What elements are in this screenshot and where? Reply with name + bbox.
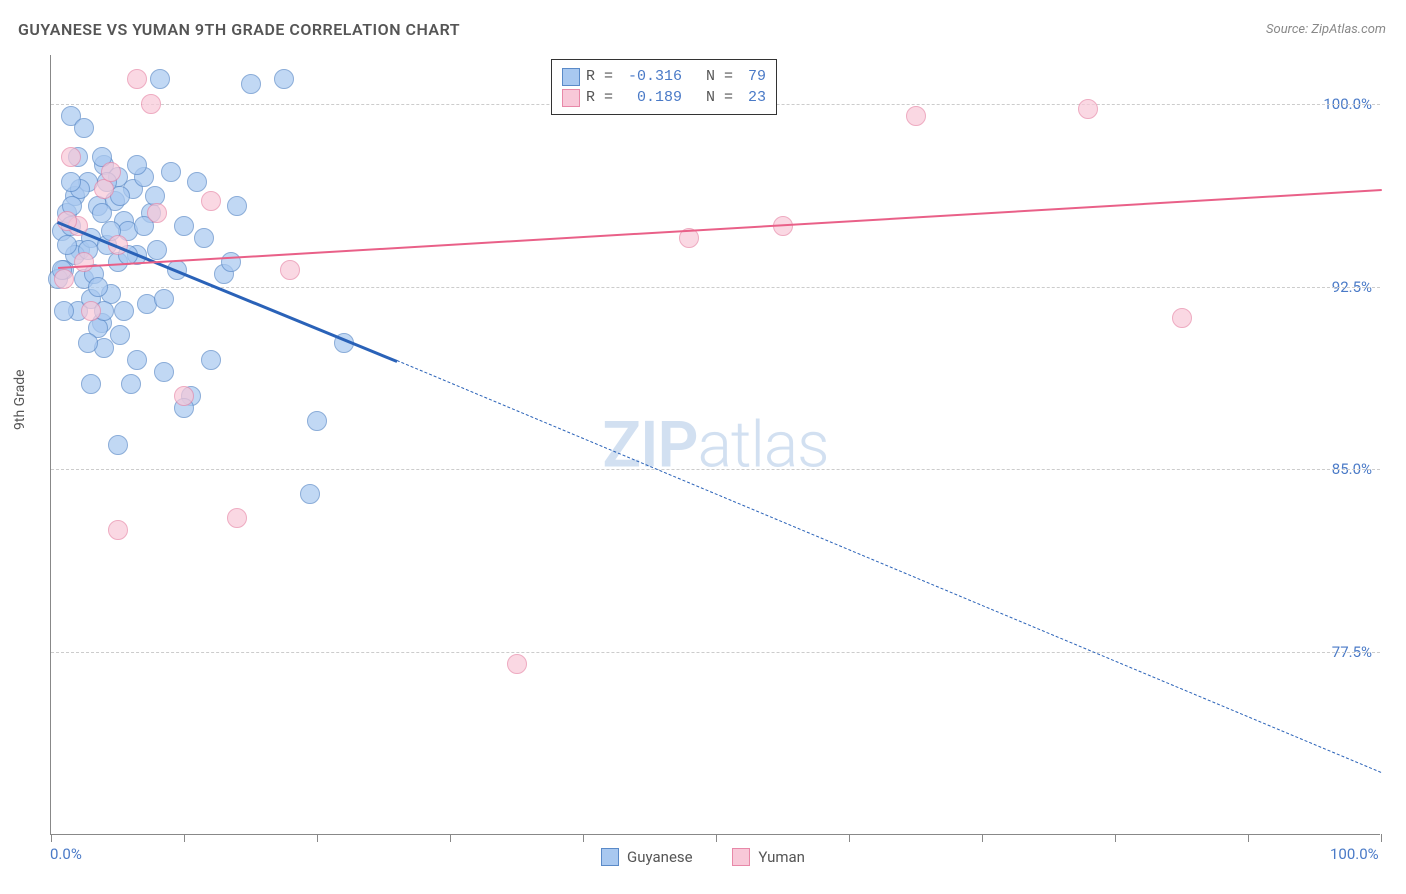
y-axis-label: 9th Grade — [12, 369, 28, 430]
trend-line-extrapolated — [396, 360, 1381, 773]
watermark: ZIPatlas — [602, 407, 828, 482]
legend-item-yuman: Yuman — [732, 848, 805, 866]
data-point-guyanese — [154, 289, 174, 309]
data-point-guyanese — [194, 228, 214, 248]
data-point-yuman — [280, 260, 300, 280]
data-point-guyanese — [307, 411, 327, 431]
data-point-guyanese — [81, 374, 101, 394]
x-tick — [51, 834, 52, 842]
plot-area: ZIPatlas R = -0.316 N = 79 R = 0.189 N =… — [50, 55, 1380, 835]
data-point-guyanese — [154, 362, 174, 382]
legend-stats-box: R = -0.316 N = 79 R = 0.189 N = 23 — [551, 59, 777, 115]
data-point-guyanese — [150, 69, 170, 89]
x-tick — [317, 834, 318, 842]
source-attribution: Source: ZipAtlas.com — [1266, 22, 1386, 37]
data-point-yuman — [141, 94, 161, 114]
data-point-yuman — [507, 654, 527, 674]
data-point-guyanese — [127, 155, 147, 175]
data-point-guyanese — [114, 301, 134, 321]
data-point-yuman — [1172, 308, 1192, 328]
data-point-guyanese — [147, 240, 167, 260]
swatch-yuman — [562, 89, 580, 107]
data-point-guyanese — [174, 216, 194, 236]
data-point-guyanese — [108, 435, 128, 455]
x-tick-label: 0.0% — [50, 845, 82, 894]
data-point-yuman — [61, 147, 81, 167]
data-point-guyanese — [274, 69, 294, 89]
gridline-h — [51, 652, 1380, 653]
data-point-yuman — [74, 252, 94, 272]
data-point-yuman — [227, 508, 247, 528]
data-point-yuman — [101, 162, 121, 182]
x-tick — [583, 834, 584, 842]
legend-item-guyanese: Guyanese — [601, 848, 693, 866]
data-point-guyanese — [121, 374, 141, 394]
legend-label: Yuman — [758, 848, 805, 866]
data-point-yuman — [108, 520, 128, 540]
data-point-guyanese — [61, 172, 81, 192]
gridline-h — [51, 469, 1380, 470]
x-tick — [716, 834, 717, 842]
data-point-guyanese — [57, 235, 77, 255]
data-point-yuman — [906, 106, 926, 126]
data-point-guyanese — [187, 172, 207, 192]
x-tick — [849, 834, 850, 842]
data-point-guyanese — [54, 301, 74, 321]
x-tick-label: 100.0% — [1330, 845, 1379, 894]
data-point-guyanese — [161, 162, 181, 182]
swatch-yuman — [732, 848, 750, 866]
data-point-guyanese — [78, 333, 98, 353]
swatch-guyanese — [562, 68, 580, 86]
x-tick — [1248, 834, 1249, 842]
data-point-guyanese — [300, 484, 320, 504]
data-point-yuman — [147, 203, 167, 223]
data-point-yuman — [81, 301, 101, 321]
data-point-yuman — [174, 386, 194, 406]
x-tick — [450, 834, 451, 842]
x-tick — [982, 834, 983, 842]
x-tick — [1115, 834, 1116, 842]
legend-label: Guyanese — [627, 848, 693, 866]
trend-line — [58, 189, 1381, 269]
data-point-yuman — [54, 269, 74, 289]
data-point-yuman — [127, 69, 147, 89]
x-tick — [184, 834, 185, 842]
swatch-guyanese — [601, 848, 619, 866]
data-point-guyanese — [88, 277, 108, 297]
legend-bottom: Guyanese Yuman — [0, 848, 1406, 870]
data-point-guyanese — [227, 196, 247, 216]
data-point-guyanese — [127, 350, 147, 370]
chart-title: GUYANESE VS YUMAN 9TH GRADE CORRELATION … — [18, 20, 460, 39]
data-point-guyanese — [221, 252, 241, 272]
data-point-yuman — [1078, 99, 1098, 119]
data-point-yuman — [201, 191, 221, 211]
gridline-h — [51, 287, 1380, 288]
data-point-guyanese — [74, 118, 94, 138]
data-point-guyanese — [201, 350, 221, 370]
x-tick — [1381, 834, 1382, 842]
data-point-yuman — [94, 179, 114, 199]
legend-stats-row-guyanese: R = -0.316 N = 79 — [562, 66, 766, 87]
data-point-guyanese — [241, 74, 261, 94]
legend-stats-row-yuman: R = 0.189 N = 23 — [562, 87, 766, 108]
